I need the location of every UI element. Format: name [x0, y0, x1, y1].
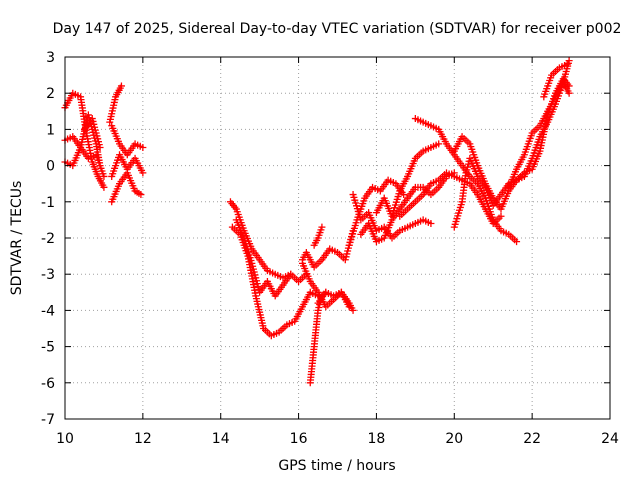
y-tick-label: 0 [46, 159, 55, 175]
series-trace-i [226, 198, 310, 285]
x-axis-label: GPS time / hours [278, 458, 395, 474]
x-tick-label: 24 [601, 431, 619, 447]
x-tick-label: 16 [290, 431, 308, 447]
series-trace-z [540, 60, 571, 101]
y-tick-label: -4 [41, 303, 55, 319]
y-axis-label: SDTVAR / TECUs [9, 181, 25, 296]
data-point [565, 57, 573, 65]
y-tick-label: -6 [41, 376, 55, 392]
data-point [117, 82, 125, 90]
x-tick-label: 12 [134, 431, 152, 447]
data-point [427, 220, 435, 228]
y-tick-label: 3 [46, 50, 55, 66]
x-tick-label: 18 [368, 431, 386, 447]
x-tick-label: 14 [212, 431, 230, 447]
data-point [137, 191, 145, 199]
y-tick-label: -3 [41, 267, 55, 283]
data-point [287, 270, 295, 278]
series-trace-g [108, 151, 147, 180]
data-point [139, 169, 147, 177]
data-point [513, 238, 521, 246]
series-trace-h [108, 169, 145, 206]
x-tick-label: 10 [56, 431, 74, 447]
series-trace-f [108, 122, 147, 159]
series-trace-t [372, 140, 443, 220]
x-tick-label: 22 [523, 431, 541, 447]
y-tick-label: 2 [46, 86, 55, 102]
series-trace-o [298, 259, 357, 314]
data-point [565, 89, 573, 97]
data-point [349, 306, 357, 314]
series-trace-l [298, 227, 357, 271]
y-tick-label: -1 [41, 195, 55, 211]
series-trace-e [106, 82, 125, 126]
series-trace-y [505, 78, 573, 191]
data-point [96, 144, 104, 151]
chart-title: Day 147 of 2025, Sidereal Day-to-day VTE… [53, 21, 622, 37]
data-point [563, 60, 571, 68]
series-trace-p [310, 223, 326, 249]
data-point [100, 183, 108, 191]
data-point [100, 172, 108, 180]
y-tick-label: -5 [41, 340, 55, 356]
series-trace-c [61, 144, 108, 180]
x-tick-label: 20 [445, 431, 463, 447]
y-tick-label: -2 [41, 231, 55, 247]
series-trace-d [80, 115, 104, 151]
data-point [318, 223, 326, 231]
series-trace-q [345, 176, 408, 249]
data-series [61, 57, 573, 387]
grid-lines [65, 57, 610, 419]
series-trace-m [306, 288, 330, 387]
y-tick-label: -7 [41, 412, 55, 428]
y-tick-label: 1 [46, 122, 55, 138]
data-point [435, 140, 443, 148]
series-trace-r [349, 191, 435, 242]
data-point [400, 191, 408, 199]
series-trace-k [232, 216, 295, 300]
data-point [497, 212, 505, 220]
data-point [139, 144, 147, 151]
